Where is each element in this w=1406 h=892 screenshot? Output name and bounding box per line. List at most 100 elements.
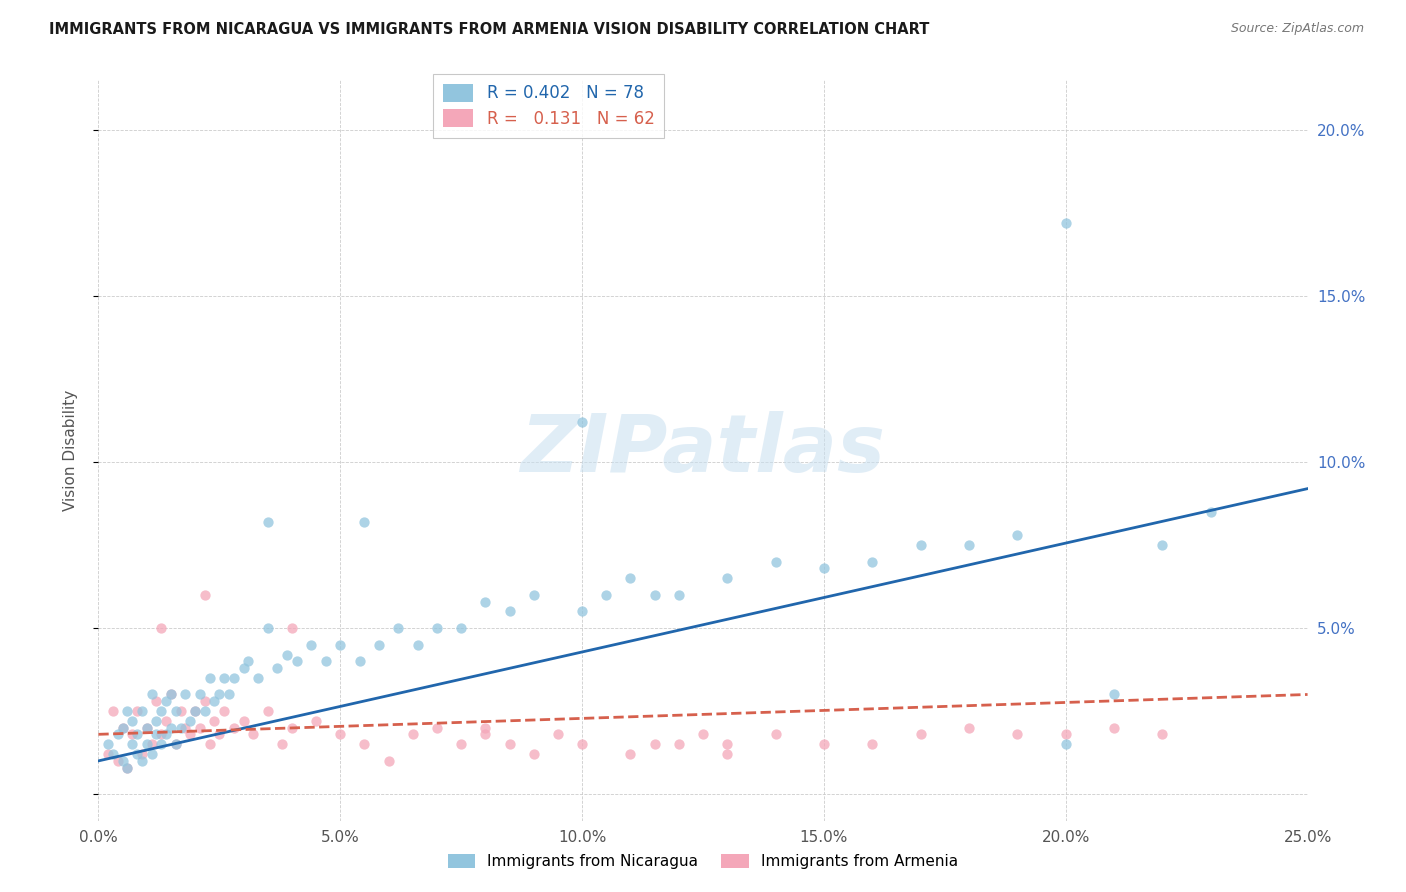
Point [165, 737, 187, 751]
Point [141, 688, 163, 702]
Point [150, 704, 173, 718]
Point [276, 648, 298, 662]
Point [107, 727, 129, 741]
Point [1102, 721, 1125, 735]
Point [194, 704, 217, 718]
Point [406, 638, 429, 652]
Point [145, 714, 167, 728]
Point [184, 704, 207, 718]
Point [179, 727, 201, 741]
Point [212, 671, 235, 685]
Point [1007, 528, 1029, 542]
Point [668, 737, 690, 751]
Point [155, 727, 177, 741]
Point [97, 737, 120, 751]
Point [523, 588, 546, 602]
Point [150, 621, 173, 635]
Point [131, 754, 153, 768]
Point [1007, 727, 1029, 741]
Point [208, 688, 231, 702]
Point [127, 727, 149, 741]
Text: Source: ZipAtlas.com: Source: ZipAtlas.com [1230, 22, 1364, 36]
Point [135, 721, 157, 735]
Point [402, 727, 425, 741]
Point [910, 727, 932, 741]
Point [547, 727, 569, 741]
Point [238, 654, 260, 668]
Point [117, 760, 139, 774]
Point [523, 747, 546, 762]
Point [619, 571, 641, 585]
Point [765, 555, 787, 569]
Text: IMMIGRANTS FROM NICARAGUA VS IMMIGRANTS FROM ARMENIA VISION DISABILITY CORRELATI: IMMIGRANTS FROM NICARAGUA VS IMMIGRANTS … [49, 22, 929, 37]
Point [198, 737, 221, 751]
Point [387, 621, 409, 635]
Point [212, 704, 235, 718]
Point [150, 737, 173, 751]
Point [281, 721, 304, 735]
Legend: Immigrants from Nicaragua, Immigrants from Armenia: Immigrants from Nicaragua, Immigrants fr… [441, 847, 965, 875]
Point [107, 754, 129, 768]
Point [271, 737, 294, 751]
Point [474, 721, 496, 735]
Point [329, 727, 352, 741]
Point [450, 621, 472, 635]
Point [256, 704, 278, 718]
Point [329, 638, 352, 652]
Point [242, 727, 264, 741]
Point [155, 714, 177, 728]
Point [668, 588, 690, 602]
Point [127, 747, 149, 762]
Point [860, 555, 883, 569]
Point [1054, 737, 1077, 751]
Point [305, 714, 328, 728]
Point [218, 688, 240, 702]
Point [169, 704, 191, 718]
Point [174, 721, 197, 735]
Point [160, 721, 183, 735]
Point [353, 737, 375, 751]
Point [160, 688, 183, 702]
Point [644, 737, 666, 751]
Point [716, 737, 738, 751]
Point [1102, 688, 1125, 702]
Point [127, 704, 149, 718]
Point [208, 727, 231, 741]
Point [716, 571, 738, 585]
Text: ZIPatlas: ZIPatlas [520, 411, 886, 490]
Point [1054, 216, 1077, 230]
Point [198, 671, 221, 685]
Point [315, 654, 337, 668]
Point [141, 747, 163, 762]
Point [135, 737, 157, 751]
Point [474, 594, 496, 608]
Point [232, 661, 254, 675]
Point [353, 515, 375, 529]
Point [165, 737, 187, 751]
Point [222, 671, 245, 685]
Point [232, 714, 254, 728]
Point [101, 704, 124, 718]
Point [145, 694, 167, 708]
Point [368, 638, 391, 652]
Point [117, 760, 139, 774]
Point [145, 727, 167, 741]
Point [450, 737, 472, 751]
Point [247, 671, 270, 685]
Point [474, 727, 496, 741]
Point [692, 727, 714, 741]
Point [194, 588, 217, 602]
Point [188, 688, 211, 702]
Point [117, 704, 139, 718]
Point [571, 605, 593, 619]
Point [111, 754, 134, 768]
Point [644, 588, 666, 602]
Point [101, 747, 124, 762]
Point [165, 704, 187, 718]
Point [174, 688, 197, 702]
Point [184, 704, 207, 718]
Point [765, 727, 787, 741]
Point [377, 754, 399, 768]
Point [1152, 727, 1174, 741]
Point [957, 538, 980, 552]
